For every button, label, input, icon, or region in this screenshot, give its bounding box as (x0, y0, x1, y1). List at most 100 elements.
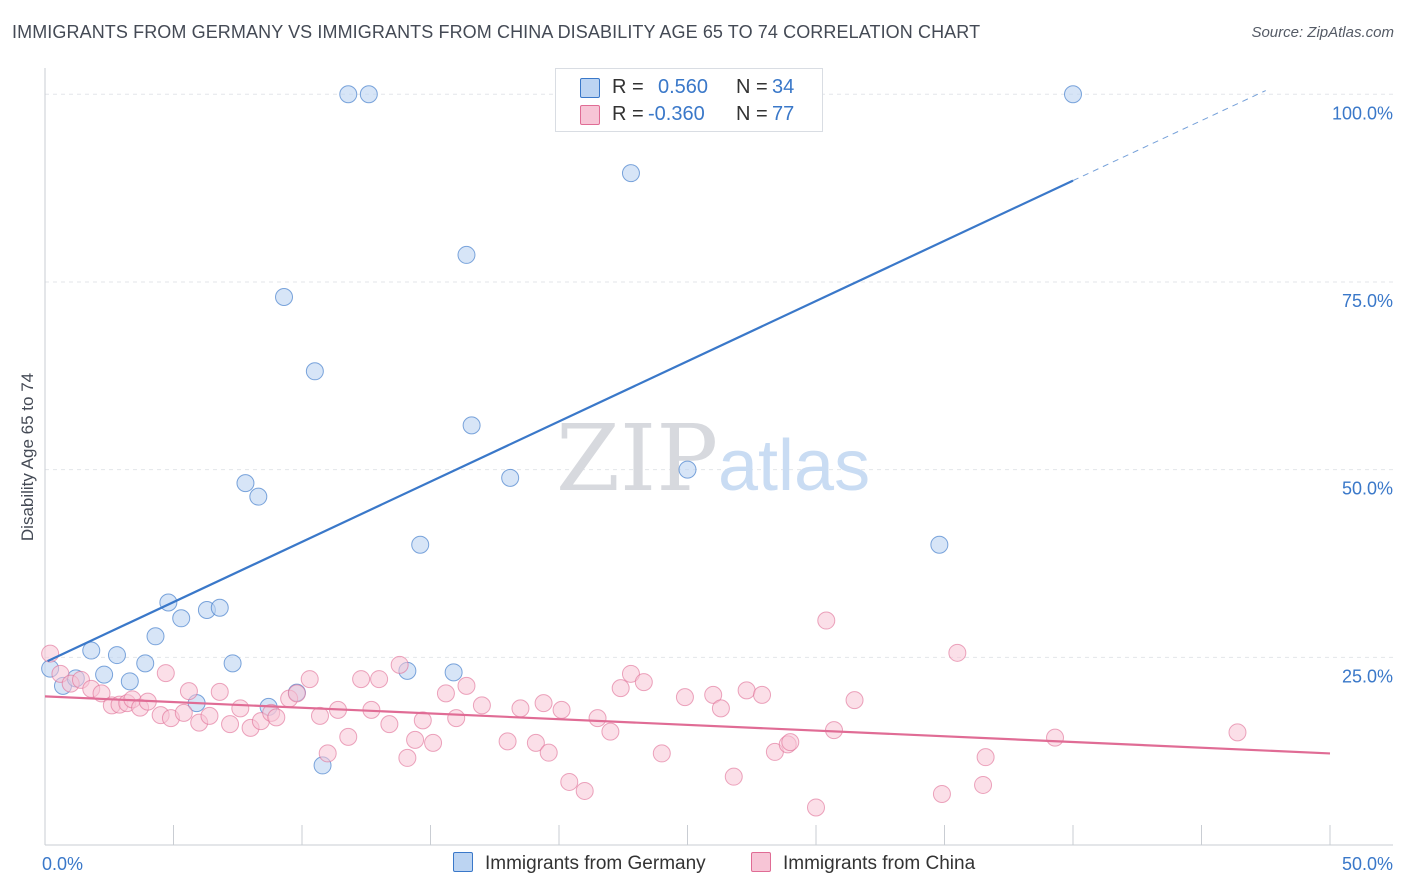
bottom-legend-swatch-germany (453, 852, 473, 872)
data-point-germany (339, 85, 358, 104)
data-point-china (300, 670, 319, 689)
data-point-china (457, 676, 476, 695)
data-point-china (974, 775, 993, 794)
data-point-germany (210, 598, 229, 617)
data-point-china (539, 743, 558, 762)
data-point-china (390, 655, 409, 674)
y-tick-label: 75.0% (1342, 291, 1393, 311)
legend-r-value-china: -0.360 (648, 103, 705, 125)
data-point-china (1228, 723, 1247, 742)
data-point-china (498, 732, 517, 751)
data-point-china (560, 772, 579, 791)
legend-n-value-china: 77 (772, 103, 795, 125)
y-axis-label: Disability Age 65 to 74 (18, 373, 37, 541)
grid-layer (45, 93, 1395, 658)
data-point-china (200, 706, 219, 725)
data-point-china (704, 685, 723, 704)
data-point-china (472, 696, 491, 715)
trend-line-china (44, 695, 1331, 755)
legend-n-label: N = (736, 103, 768, 125)
trend-line-germany-extension (1072, 90, 1266, 182)
data-point-china (221, 715, 240, 734)
data-point-germany (1064, 85, 1082, 104)
legend-r-label: R = (612, 76, 644, 98)
bottom-legend-germany: Immigrants from Germany (453, 852, 706, 875)
y-tick-label: 50.0% (1342, 479, 1393, 499)
bottom-legend-swatch-china (751, 852, 771, 872)
data-point-germany (146, 627, 165, 646)
data-point-china (424, 733, 443, 752)
data-point-china (436, 684, 455, 703)
data-point-china (352, 670, 371, 689)
data-point-germany (172, 609, 191, 628)
data-point-china (976, 748, 995, 767)
trend-layer (44, 90, 1331, 755)
source-label: Source: ZipAtlas.com (1251, 24, 1394, 41)
data-point-china (287, 684, 306, 703)
data-point-china (318, 744, 337, 763)
data-point-china (724, 767, 743, 786)
data-point-germany (95, 665, 114, 684)
legend-n-value-germany: 34 (772, 76, 795, 98)
data-point-china (845, 691, 864, 710)
legend-swatch-germany (580, 78, 600, 98)
correlation-legend: R = 0.560 N = 34 R = -0.360 N = 77 (555, 68, 823, 132)
data-point-china (511, 699, 530, 718)
legend-n-label: N = (736, 76, 768, 98)
data-point-china (634, 673, 653, 692)
data-point-china (1046, 728, 1065, 747)
data-point-germany (930, 535, 949, 554)
data-point-china (948, 643, 967, 662)
data-point-china (621, 664, 640, 683)
data-point-china (370, 670, 389, 689)
data-point-china (156, 664, 175, 683)
legend-swatch-china (580, 105, 600, 125)
data-point-china (179, 682, 198, 701)
data-point-germany (249, 487, 268, 506)
data-point-germany (107, 646, 126, 665)
data-point-china (413, 711, 432, 730)
chart-title: IMMIGRANTS FROM GERMANY VS IMMIGRANTS FR… (12, 22, 981, 42)
data-point-germany (136, 654, 155, 673)
data-point-germany (223, 654, 242, 673)
series-china-points (41, 611, 1247, 817)
trend-line-germany (47, 179, 1074, 663)
y-tick-label: 25.0% (1342, 666, 1393, 686)
data-point-china (380, 715, 399, 734)
axis-layer: 25.0% 50.0% 75.0% 100.0% 0.0% 50.0% (42, 68, 1393, 874)
data-point-china (534, 694, 553, 713)
y-tick-label: 100.0% (1332, 103, 1393, 123)
data-point-china (575, 781, 594, 800)
data-point-china (652, 744, 671, 763)
legend-r-value-germany: 0.560 (658, 76, 709, 98)
data-point-china (807, 798, 825, 817)
data-point-china (711, 699, 730, 718)
data-point-china (675, 688, 694, 707)
data-point-china (552, 700, 571, 719)
data-point-china (611, 679, 630, 698)
data-point-germany (678, 460, 697, 479)
data-point-germany (501, 468, 520, 487)
data-point-china (588, 709, 607, 728)
bottom-legend-label-china: Immigrants from China (783, 853, 976, 874)
data-point-china (339, 727, 358, 746)
legend-r-label: R = (612, 103, 644, 125)
data-point-china (398, 748, 417, 767)
data-point-china (781, 733, 800, 752)
data-point-china (210, 682, 229, 701)
data-point-germany (275, 287, 294, 306)
data-point-germany (120, 672, 139, 691)
data-point-germany (305, 362, 324, 381)
watermark-zip: ZIP (556, 405, 718, 512)
watermark: ZIP atlas (556, 405, 870, 512)
x-tick-label: 50.0% (1342, 854, 1393, 874)
data-point-china (932, 784, 951, 803)
data-point-china (406, 730, 425, 749)
bottom-legend-label-germany: Immigrants from Germany (485, 853, 706, 874)
data-point-china (310, 706, 329, 725)
data-point-germany (457, 245, 476, 264)
data-point-germany (621, 164, 640, 183)
data-point-china (817, 611, 836, 630)
data-point-germany (411, 535, 430, 554)
